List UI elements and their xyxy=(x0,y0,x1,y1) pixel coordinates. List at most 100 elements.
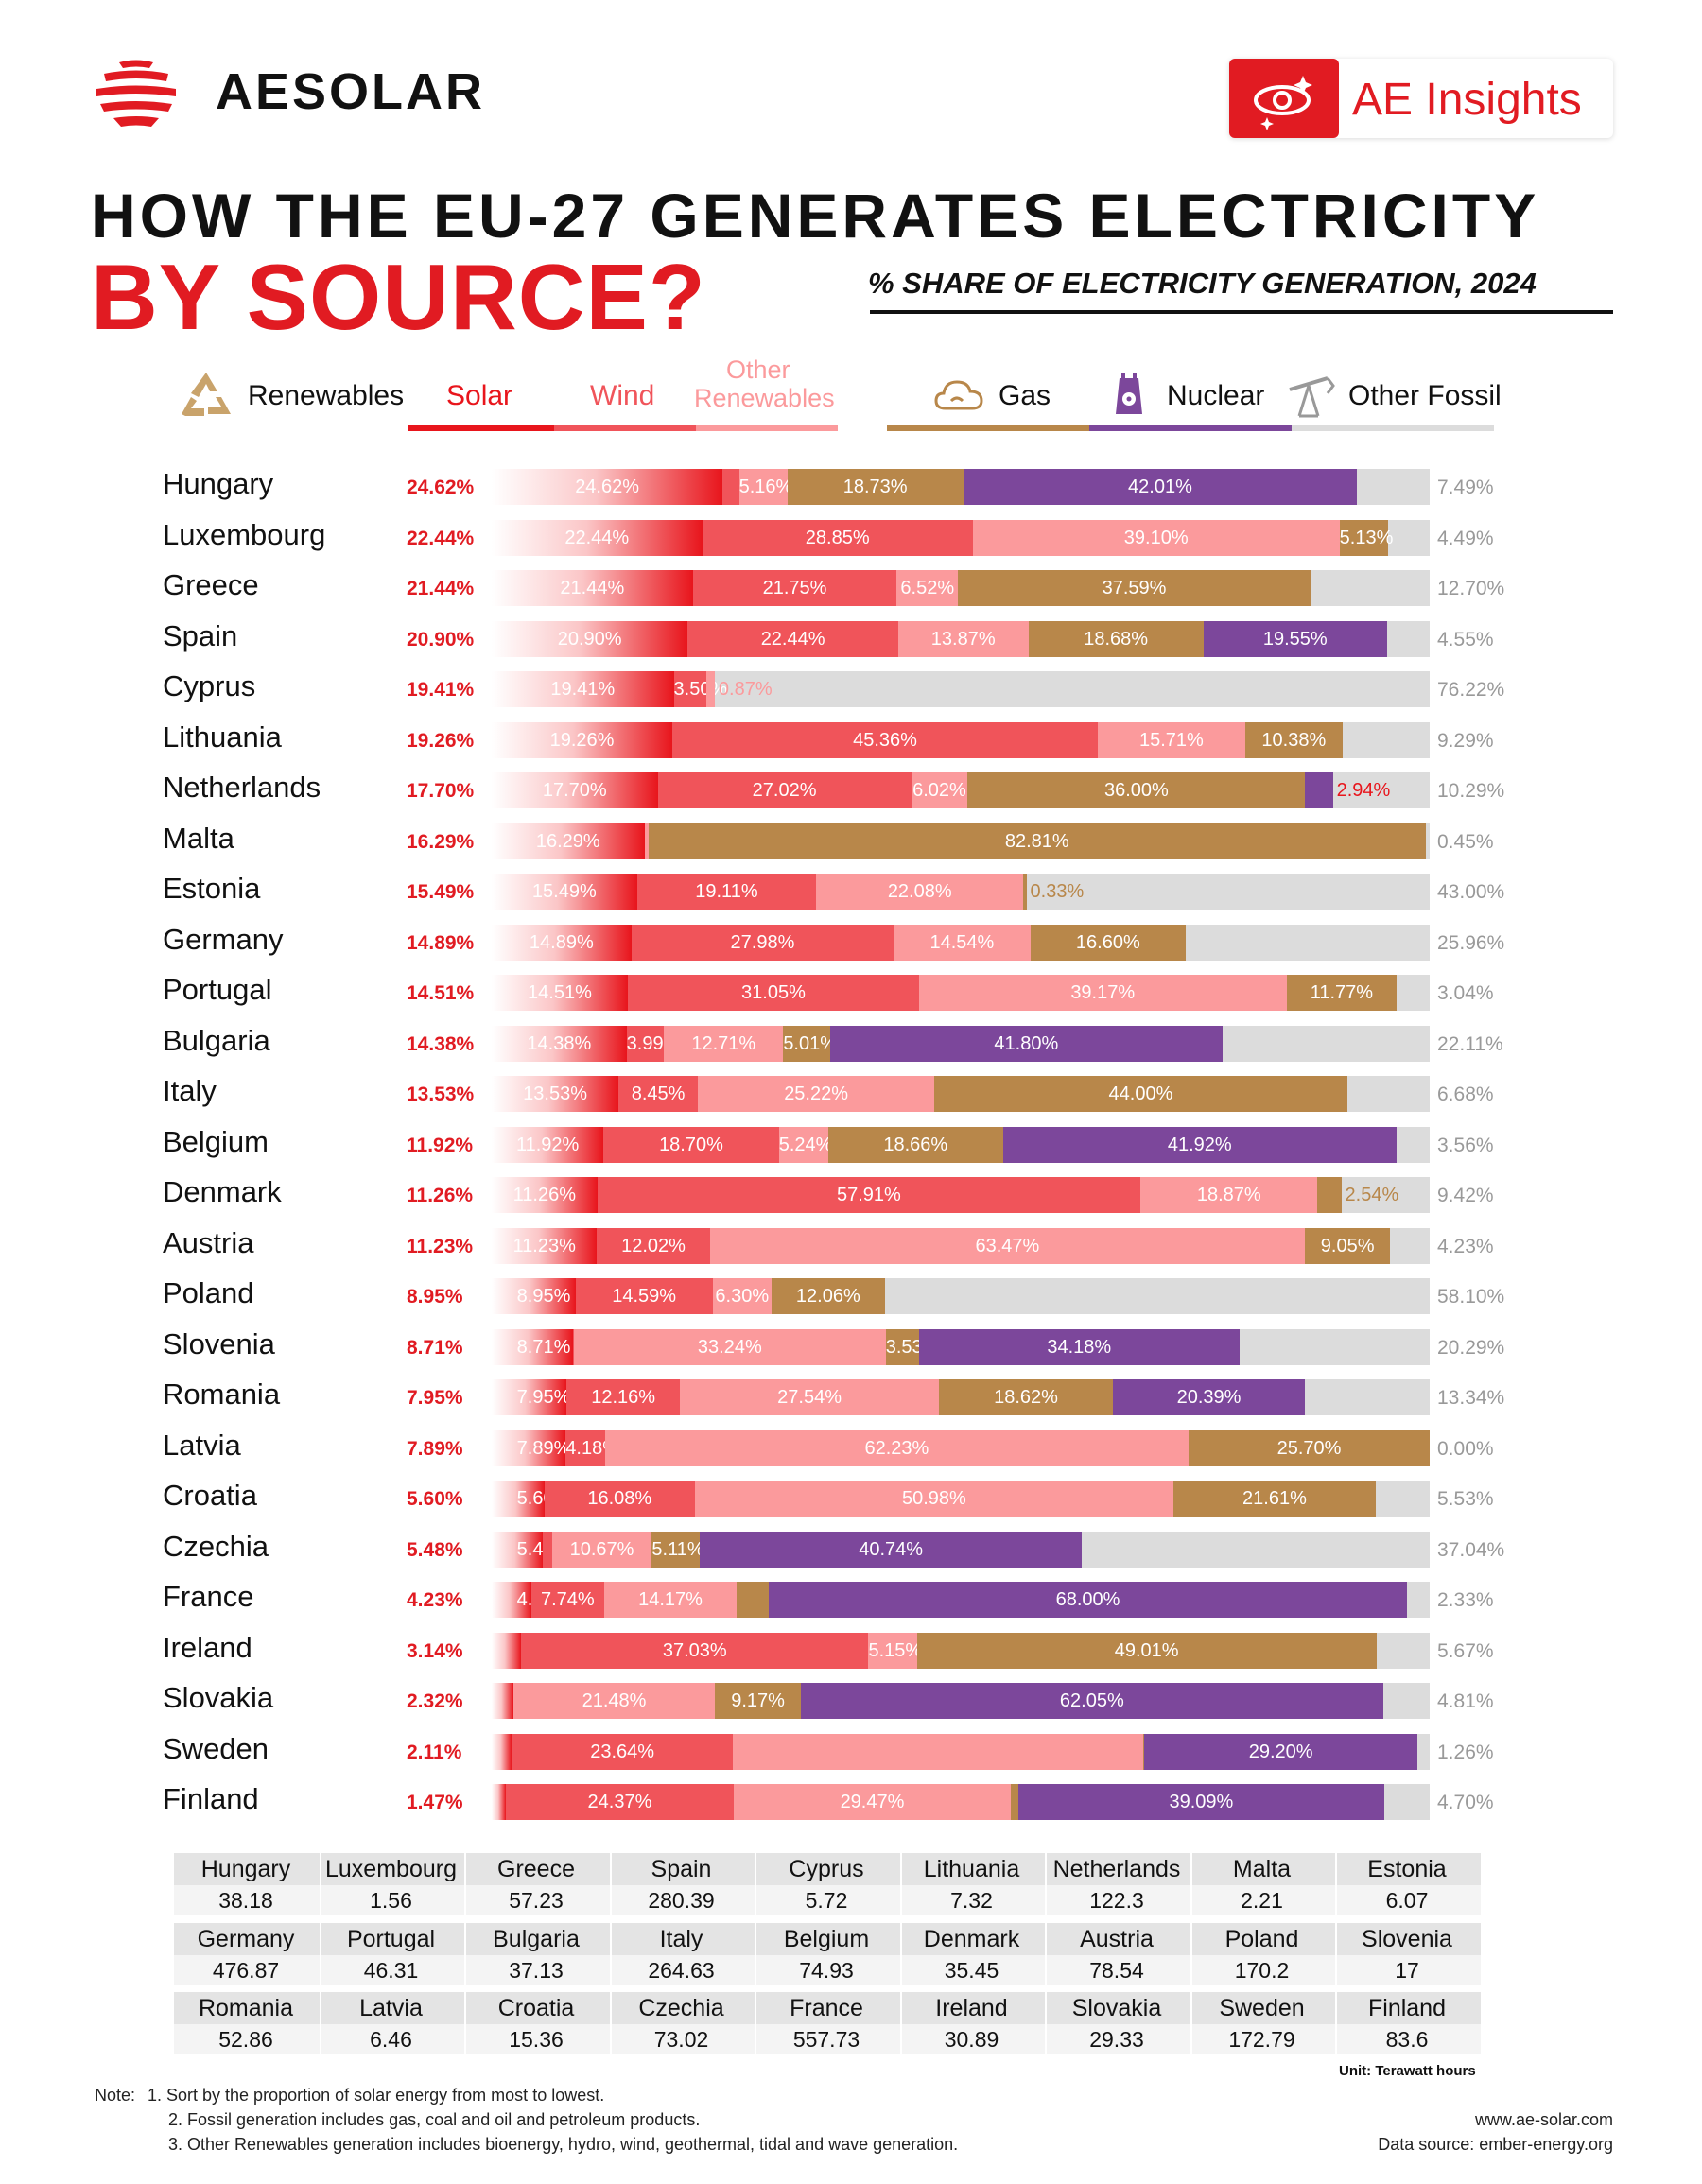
bar-value-label: 18.66% xyxy=(883,1134,948,1155)
solar-bar-segment: 14.89% xyxy=(492,924,632,961)
gas-bar-segment: 12.06% xyxy=(772,1278,885,1314)
wind-bar-segment: 18.70% xyxy=(603,1126,779,1163)
legend-wind-swatch xyxy=(554,425,696,431)
gas-bar-segment: 3.42% xyxy=(737,1582,826,1618)
solar-bar-segment: 4.23% xyxy=(492,1582,570,1618)
table-country-name: Greece xyxy=(497,1856,575,1882)
other-fossil-label: 0.00% xyxy=(1437,1437,1494,1460)
other-renewables-bar-segment: 12.71% xyxy=(664,1025,784,1062)
country-label: Cyprus xyxy=(163,669,256,702)
table-generation-value: 35.45 xyxy=(944,1958,999,1983)
other-fossil-label: 76.22% xyxy=(1437,679,1505,701)
table-generation-value: 5.72 xyxy=(805,1888,848,1913)
ae-insights-badge: AE Insights xyxy=(1229,59,1613,138)
note-item: 3. Other Renewables generation includes … xyxy=(168,2135,959,2154)
wind-bar-segment: 16.08% xyxy=(544,1481,696,1517)
solar-share-label: 5.48% xyxy=(407,1538,463,1561)
table-divider xyxy=(1335,1923,1337,1985)
solar-share-label: 13.53% xyxy=(407,1083,475,1105)
bar-value-label: 21.61% xyxy=(1242,1488,1307,1509)
wind-bar-segment: 4.18% xyxy=(565,1430,619,1466)
bar-value-label: 11.92% xyxy=(515,1134,580,1155)
country-label: Greece xyxy=(163,568,259,601)
bar-value-label: 50.98% xyxy=(902,1488,966,1509)
nuclear-bar-segment: 19.55% xyxy=(1203,620,1387,657)
other-renewables-bar-segment: 39.10% xyxy=(972,519,1340,556)
bar-value-label: 7.95% xyxy=(516,1387,571,1408)
gas-bar-segment: 18.68% xyxy=(1028,620,1204,657)
other-renewables-bar-segment: 6.02% xyxy=(911,772,968,808)
other-renewables-bar-segment: 13.87% xyxy=(897,620,1029,657)
solar-share-label: 21.44% xyxy=(407,578,475,599)
nuclear-plant-icon xyxy=(1116,373,1142,414)
bar-value-label: 37.03% xyxy=(662,1639,727,1661)
bar-value-label: 27.98% xyxy=(730,931,795,953)
bar-value-label: 21.75% xyxy=(762,578,827,598)
bar-value-label: 39.09% xyxy=(1169,1792,1234,1812)
nuclear-bar-segment: 40.74% xyxy=(700,1531,1083,1568)
page-title: HOW THE EU-27 GENERATES ELECTRICITY xyxy=(91,181,1540,251)
bar-value-label: 10.67% xyxy=(569,1538,634,1560)
gas-bar-segment: 18.73% xyxy=(787,469,964,505)
other-fossil-label: 43.00% xyxy=(1437,881,1505,903)
country-label: Czechia xyxy=(163,1529,269,1563)
bar-value-label: 19.55% xyxy=(1262,628,1328,650)
table-country-name: Germany xyxy=(197,1926,295,1952)
wind-bar-segment: 24.37% xyxy=(505,1784,735,1820)
table-unit: Unit: Terawatt hours xyxy=(1339,2063,1476,2079)
notes-label: Note: xyxy=(95,2086,136,2105)
bar-value-label: 12.06% xyxy=(795,1286,860,1307)
solar-bar-segment: 21.44% xyxy=(492,570,693,606)
bar-row: 19.26% 45.36% 15.71% 10.38% xyxy=(492,721,1430,758)
legend-gas: Gas xyxy=(999,380,1051,411)
table-generation-value: 30.89 xyxy=(944,2027,999,2052)
table-value-band xyxy=(174,2024,1481,2054)
solar-bar-segment: 24.62% xyxy=(492,469,723,505)
bar-value-label: 39.10% xyxy=(1123,527,1189,548)
bar-value-label: 14.38% xyxy=(527,1032,592,1054)
other-fossil-label: 9.42% xyxy=(1437,1185,1494,1206)
other-renewables-bar-segment: 18.87% xyxy=(1140,1177,1318,1213)
wind-bar-segment: 7.74% xyxy=(530,1582,604,1618)
solar-bar-segment: 20.90% xyxy=(492,620,688,657)
table-divider xyxy=(319,1992,321,2054)
website-link[interactable]: www.ae-solar.com xyxy=(1474,2110,1613,2129)
nuclear-bar-segment: 42.01% xyxy=(963,469,1358,505)
solar-share-label: 16.29% xyxy=(407,830,475,853)
table-header-band xyxy=(174,1923,1481,1955)
table-header-band xyxy=(174,1853,1481,1885)
page-title-emphasis: BY SOURCE? xyxy=(91,245,706,349)
country-label: Finland xyxy=(163,1782,259,1815)
table-value-band xyxy=(174,1885,1481,1915)
other-renewables-bar-segment: 5.15% xyxy=(868,1632,922,1669)
solar-bar-segment: 13.53% xyxy=(492,1076,619,1112)
table-country-name: Cyprus xyxy=(789,1856,864,1882)
data-source: Data source: ember-energy.org xyxy=(1378,2135,1613,2154)
bar-row: 4.23%7.74% 14.17% 3.42% 68.00% xyxy=(492,1582,1430,1618)
table-generation-value: 122.3 xyxy=(1089,1888,1144,1913)
solar-share-label: 5.60% xyxy=(407,1488,463,1510)
other-fossil-label: 0.45% xyxy=(1437,830,1494,853)
table-country-name: Spain xyxy=(651,1856,712,1882)
brand-name: AESOLAR xyxy=(216,63,486,120)
bar-value-label: 8.95% xyxy=(516,1286,571,1307)
solar-share-label: 8.95% xyxy=(407,1286,463,1308)
bar-row: 1.47% 24.37% 29.47% 0.79% 39.09% xyxy=(492,1784,1430,1820)
bar-row: 3.14% 37.03% 5.15% 49.01% xyxy=(492,1632,1430,1669)
country-label: Slovenia xyxy=(163,1326,275,1361)
table-generation-value: 38.18 xyxy=(218,1888,273,1913)
bar-row: 2.11%23.64%0.09%29.20% xyxy=(492,1733,1430,1770)
table-generation-value: 52.86 xyxy=(218,2027,273,2052)
country-label: Latvia xyxy=(163,1428,241,1462)
bar-row: 17.70% 27.02% 6.02% 36.00% 2.94% xyxy=(492,772,1430,808)
solar-bar-segment: 3.14% xyxy=(492,1632,522,1669)
table-country-name: Romania xyxy=(198,1995,294,2021)
other-renewables-bar-segment: 5.24% xyxy=(778,1126,832,1163)
bar-row: 8.95% 14.59% 6.30% 12.06% xyxy=(492,1278,1430,1314)
bar-row: 2.32% 21.48% 9.17% 62.05% xyxy=(492,1683,1430,1719)
table-divider xyxy=(1045,1923,1047,1985)
bar-value-label: 12.71% xyxy=(691,1032,756,1054)
table-generation-value: 1.56 xyxy=(370,1888,412,1913)
solar-bar-segment: 2.32% xyxy=(492,1683,513,1719)
other-renewables-bar-segment: 29.47% xyxy=(734,1784,1011,1820)
